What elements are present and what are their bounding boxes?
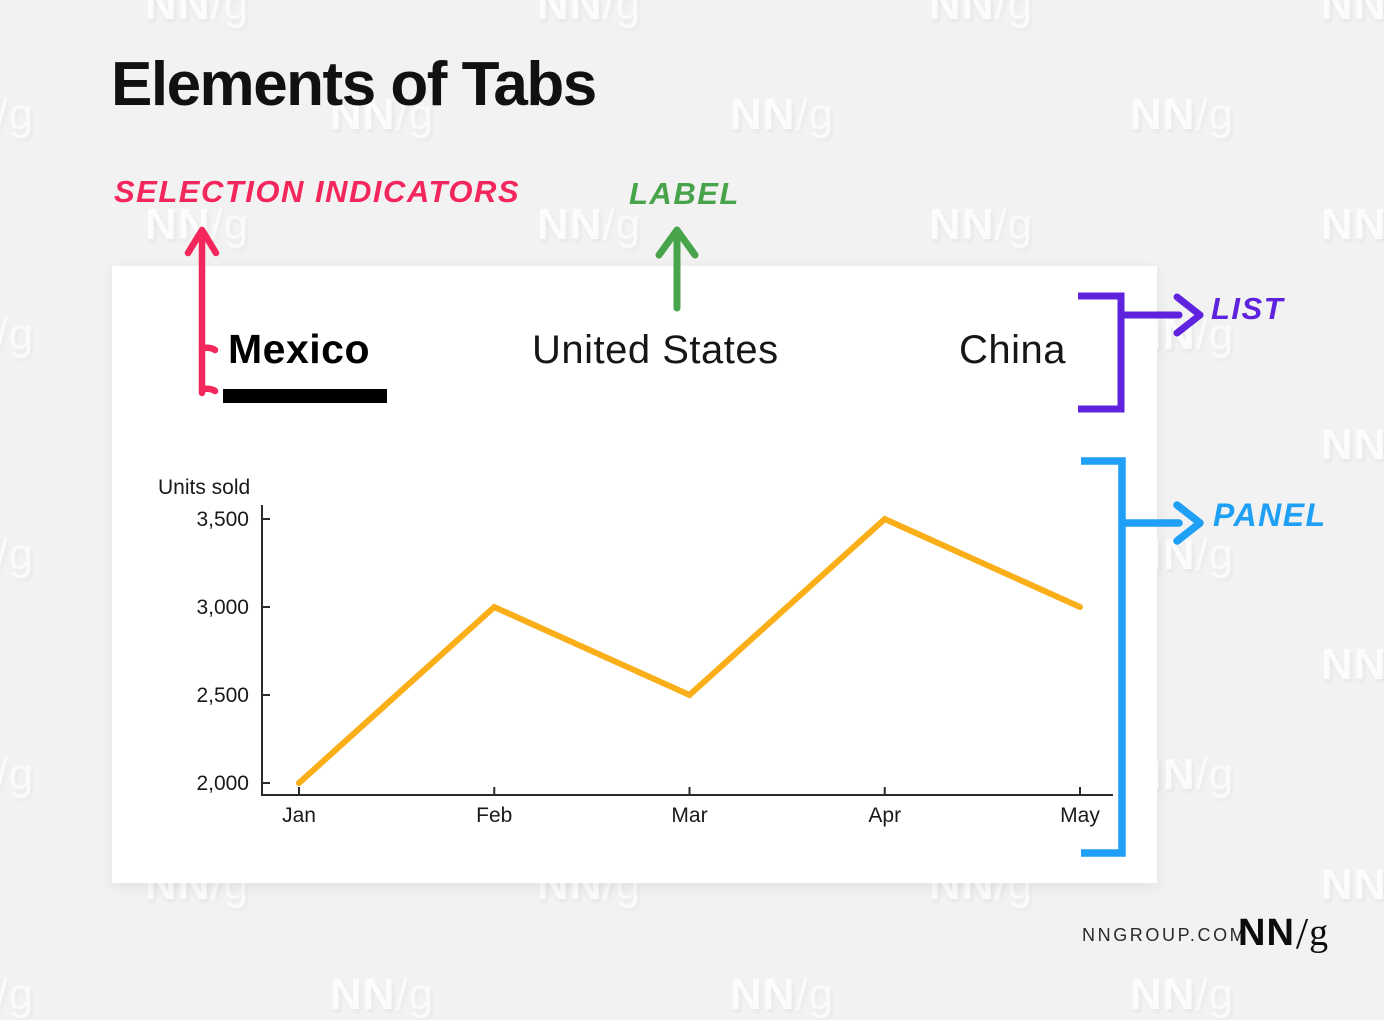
tick-upper bbox=[198, 344, 219, 354]
watermark: NN/g bbox=[0, 310, 35, 359]
watermark: NN/g bbox=[1321, 0, 1384, 29]
selection-indicators-arrow bbox=[184, 226, 220, 397]
nng-logo-g: g bbox=[1309, 912, 1329, 954]
watermark: NN/g bbox=[330, 90, 435, 139]
y-tick-label: 3,500 bbox=[196, 508, 249, 531]
nng-logo-slash: / bbox=[1295, 909, 1309, 958]
watermark: NN/g bbox=[1321, 200, 1384, 249]
annotation-label: LABEL bbox=[629, 176, 740, 211]
y-axis-title: Units sold bbox=[158, 476, 250, 499]
axes bbox=[261, 505, 1113, 796]
page-title: Elements of Tabs bbox=[111, 50, 597, 119]
watermark: NN/g bbox=[0, 530, 35, 579]
annotation-list: LIST bbox=[1211, 291, 1285, 326]
footer-site-url: NNGROUP.COM bbox=[1082, 925, 1248, 945]
x-tick-label: Apr bbox=[868, 804, 901, 827]
watermark: NN/g bbox=[0, 970, 35, 1019]
arrow-head bbox=[655, 226, 699, 259]
tab-mexico[interactable]: Mexico bbox=[228, 326, 370, 372]
x-tick-label: Jan bbox=[282, 804, 316, 827]
x-tick-label: Mar bbox=[671, 804, 707, 827]
selected-tab-underline bbox=[223, 389, 387, 403]
arrow-head bbox=[184, 226, 220, 257]
watermark: NN/g bbox=[929, 0, 1034, 29]
watermark: NN/g bbox=[1130, 90, 1235, 139]
arrow-head bbox=[1173, 293, 1204, 337]
watermark: NN/g bbox=[537, 0, 642, 29]
units-sold-series-line bbox=[296, 515, 1083, 786]
watermark: NN/g bbox=[145, 0, 250, 29]
x-tick-label: Feb bbox=[476, 804, 512, 827]
tab-component-card: Mexico United States China Units sold 2,0… bbox=[112, 266, 1157, 883]
tab-united-states[interactable]: United States bbox=[532, 328, 779, 372]
y-tick-label: 2,500 bbox=[196, 684, 249, 707]
bracket bbox=[1078, 292, 1125, 413]
annotation-panel: PANEL bbox=[1213, 497, 1327, 533]
watermark: NN/g bbox=[1321, 640, 1384, 689]
watermark: NN/g bbox=[730, 970, 835, 1019]
panel-bracket-arrow bbox=[1081, 457, 1204, 857]
y-tick-label: 2,000 bbox=[196, 772, 249, 795]
list-bracket-arrow bbox=[1078, 292, 1204, 413]
watermark: NN/g bbox=[0, 750, 35, 799]
tick-lower bbox=[198, 385, 219, 395]
watermark: NN/g bbox=[1321, 860, 1384, 909]
nng-logo: NN/g bbox=[1238, 908, 1328, 959]
label-arrow bbox=[655, 226, 699, 312]
nng-logo-nn: NN bbox=[1238, 912, 1295, 954]
annotation-selection-indicators: SELECTION INDICATORS bbox=[114, 174, 521, 209]
watermark: NN/g bbox=[1321, 420, 1384, 469]
bracket bbox=[1081, 457, 1126, 857]
watermark: NN/g bbox=[929, 200, 1034, 249]
watermark: NN/g bbox=[1130, 970, 1235, 1019]
tab-china[interactable]: China bbox=[959, 328, 1067, 372]
watermark: NN/g bbox=[730, 90, 835, 139]
arrow-head bbox=[1173, 501, 1204, 545]
watermark: NN/g bbox=[330, 970, 435, 1019]
watermark: NN/g bbox=[0, 90, 35, 139]
watermark: NN/g bbox=[537, 200, 642, 249]
y-tick-label: 3,000 bbox=[196, 596, 249, 619]
